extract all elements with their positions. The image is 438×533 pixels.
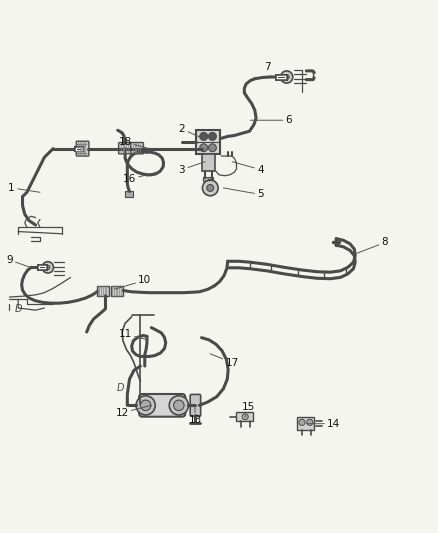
Text: 17: 17 <box>210 354 239 368</box>
Circle shape <box>307 419 313 425</box>
FancyBboxPatch shape <box>139 394 185 417</box>
Text: 4: 4 <box>232 161 264 175</box>
Circle shape <box>202 180 218 196</box>
Text: 16: 16 <box>123 173 155 184</box>
Circle shape <box>136 395 155 415</box>
FancyBboxPatch shape <box>201 154 215 171</box>
Text: 10: 10 <box>114 276 152 289</box>
Text: 2: 2 <box>179 124 206 140</box>
FancyBboxPatch shape <box>119 142 131 154</box>
Text: 18: 18 <box>119 137 149 149</box>
Bar <box>125 191 133 197</box>
Circle shape <box>207 184 214 191</box>
Circle shape <box>208 144 216 152</box>
FancyBboxPatch shape <box>190 394 201 416</box>
Circle shape <box>173 400 184 410</box>
Text: 14: 14 <box>306 419 340 429</box>
Text: D: D <box>117 383 124 393</box>
Circle shape <box>242 414 248 420</box>
Bar <box>203 176 213 181</box>
Circle shape <box>208 133 216 140</box>
Text: 3: 3 <box>179 161 205 175</box>
Text: 11: 11 <box>119 329 148 340</box>
Circle shape <box>200 144 208 152</box>
Text: 15: 15 <box>242 402 255 417</box>
Circle shape <box>284 75 289 79</box>
FancyBboxPatch shape <box>196 130 220 154</box>
Text: 6: 6 <box>251 115 292 125</box>
Circle shape <box>42 262 53 273</box>
Text: 12: 12 <box>116 405 151 418</box>
FancyBboxPatch shape <box>97 286 109 296</box>
Circle shape <box>299 419 305 425</box>
FancyBboxPatch shape <box>111 286 124 296</box>
Circle shape <box>46 265 50 270</box>
Circle shape <box>200 133 208 140</box>
Circle shape <box>281 71 293 83</box>
Text: 5: 5 <box>223 188 264 199</box>
Circle shape <box>141 400 151 410</box>
FancyBboxPatch shape <box>76 141 89 156</box>
FancyBboxPatch shape <box>131 142 144 154</box>
Text: 8: 8 <box>357 238 388 253</box>
Text: 1: 1 <box>8 183 40 193</box>
Bar <box>236 412 253 422</box>
Text: D: D <box>14 304 22 314</box>
Text: 7: 7 <box>265 62 271 77</box>
Circle shape <box>169 395 188 415</box>
Text: 9: 9 <box>6 255 30 268</box>
Text: 13: 13 <box>188 405 201 425</box>
Bar <box>297 417 314 430</box>
